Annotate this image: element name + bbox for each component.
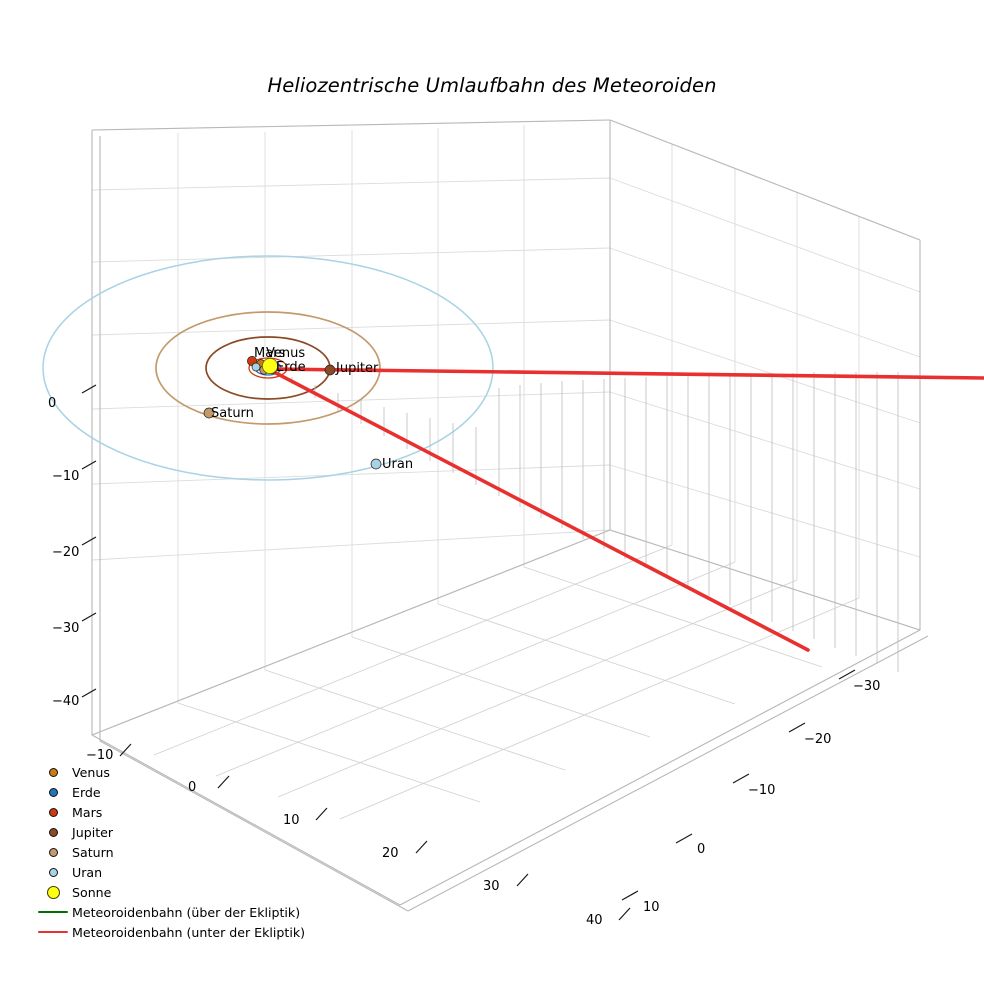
line-swatch-icon [34,910,72,914]
orbit-uran [42,255,494,481]
legend-label: Meteoroidenbahn (unter der Ekliptik) [72,924,306,940]
legend-item-sonne[interactable]: Sonne [34,882,334,902]
body-label-venus: Venus [266,346,306,361]
legend-item-bahn-unter[interactable]: Meteoroidenbahn (unter der Ekliptik) [34,922,334,942]
legend-item-mars[interactable]: Mars [34,802,334,822]
marker-sonne [261,357,278,374]
body-label-jupiter: Jupiter [336,361,379,376]
y-axis-spine [399,629,921,906]
x-tick-label: 10 [283,813,300,828]
circle-marker-icon [34,767,72,777]
axis-tick-marks [81,384,856,921]
legend-label: Mars [72,804,103,820]
z-tick-label: −40 [52,694,80,709]
y-tick-label: 0 [697,842,706,857]
marker-uran [370,458,382,470]
pane-back-left [91,119,611,736]
y-tick-label: −20 [804,732,832,747]
legend-label: Jupiter [72,824,114,840]
page-title: Heliozentrische Umlaufbahn des Meteoroid… [267,74,717,97]
legend-item-erde[interactable]: Erde [34,782,334,802]
planet-markers [203,356,382,470]
z-tick-label: −30 [52,621,80,636]
trajectory-shadow-line [270,369,810,652]
legend-label: Meteoroidenbahn (über der Ekliptik) [72,904,301,920]
circle-marker-icon [34,787,72,797]
body-label-uran: Uran [382,457,414,472]
y-tick-label: 10 [643,900,660,915]
legend-item-saturn[interactable]: Saturn [34,842,334,862]
legend-item-venus[interactable]: Venus [34,762,334,782]
legend-label: Venus [72,764,110,780]
trajectory-drop-stems [291,372,899,672]
marker-uran-inner [251,362,261,372]
marker-saturn [203,407,215,419]
circle-marker-icon [34,847,72,857]
z-tick-label: −10 [52,469,80,484]
x-tick-label: 30 [483,879,500,894]
body-label-erde: Erde [276,360,306,375]
legend: Venus Erde Mars Jupiter Saturn [34,762,334,942]
legend-label: Erde [72,784,101,800]
legend-label: Saturn [72,844,114,860]
axis-spines [91,119,929,912]
line-swatch-icon [34,930,72,934]
z-tick-label: −20 [52,545,80,560]
x-tick-label: 20 [382,846,399,861]
circle-marker-icon [34,867,72,877]
legend-label: Sonne [72,884,112,900]
x-axis-spine [91,734,401,906]
y-tick-label: −10 [748,783,776,798]
marker-jupiter [324,364,336,376]
x-tick-label: −10 [86,748,114,763]
trajectory-main-line [270,367,984,380]
x-tick-label: 0 [188,780,197,795]
body-label-mars: Mars [254,346,286,361]
circle-marker-icon [34,827,72,837]
legend-item-bahn-ueber[interactable]: Meteoroidenbahn (über der Ekliptik) [34,902,334,922]
meteoroid-trajectory [270,367,984,652]
y-tick-label: −30 [853,679,881,694]
legend-item-uran[interactable]: Uran [34,862,334,882]
sun-marker-icon [34,885,72,899]
z-tick-label: 0 [48,396,57,411]
body-label-saturn: Saturn [211,406,254,421]
orbit-saturn [155,311,381,425]
circle-marker-icon [34,807,72,817]
legend-item-jupiter[interactable]: Jupiter [34,822,334,842]
x-tick-label: 40 [586,913,603,928]
legend-label: Uran [72,864,103,880]
